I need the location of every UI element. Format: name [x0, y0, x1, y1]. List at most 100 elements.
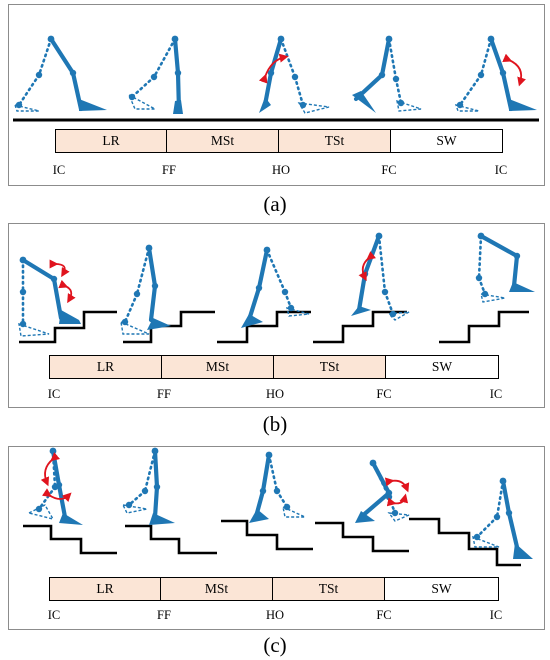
joint — [153, 483, 161, 491]
phase-segment: SW — [385, 577, 499, 601]
phase-segment: LR — [49, 355, 162, 379]
joint — [499, 477, 507, 485]
gait-event-label: FF — [162, 163, 176, 177]
joint — [19, 288, 27, 296]
joint — [19, 256, 27, 264]
joint — [255, 284, 263, 292]
foot — [59, 513, 83, 525]
foot — [509, 282, 535, 292]
contralateral-leg-segment — [152, 37, 177, 79]
phase-segment: SW — [391, 129, 503, 153]
phase-segment: TSt — [273, 577, 385, 601]
contralateral-foot — [121, 504, 148, 514]
contralateral-leg-segment — [458, 73, 483, 107]
contralateral-leg-segment — [394, 77, 403, 105]
joint — [151, 447, 159, 455]
joint — [392, 75, 400, 83]
leg-segment — [506, 510, 520, 550]
joint — [171, 35, 179, 43]
panel-caption: (c) — [263, 633, 287, 657]
foot — [355, 511, 375, 523]
gait-event-label: FF — [157, 387, 171, 401]
joint — [150, 73, 158, 81]
foot — [259, 97, 271, 113]
leg-segment — [254, 488, 266, 516]
contralateral-leg-segment — [267, 453, 279, 493]
stair-steps — [125, 524, 217, 555]
gait-event-label: IC — [494, 163, 508, 177]
stair-steps — [315, 521, 409, 553]
leg-figures — [18, 232, 535, 337]
joint — [69, 69, 77, 77]
leg-segment — [500, 478, 512, 516]
gait-event-label: IC — [47, 387, 61, 401]
joint — [369, 459, 377, 467]
joint — [477, 232, 485, 240]
stair-steps — [19, 310, 117, 344]
contralateral-foot — [286, 307, 310, 317]
rotation-arrow — [386, 493, 409, 507]
stairs — [23, 517, 521, 567]
contralateral-foot — [120, 320, 150, 335]
rotation-arrow — [40, 452, 61, 487]
contralateral-leg-segment — [475, 515, 499, 539]
leg-segment — [256, 247, 270, 291]
stair-steps — [409, 517, 521, 567]
joint — [375, 232, 383, 240]
contralateral-foot — [297, 102, 330, 114]
leg-segment — [146, 245, 158, 289]
joint — [263, 246, 271, 254]
contralateral-leg-segment — [383, 290, 395, 316]
foot — [513, 543, 533, 559]
stair-steps — [217, 310, 311, 344]
contralateral-leg-segment — [265, 248, 287, 294]
leg-segment — [379, 36, 392, 78]
joint — [259, 487, 267, 495]
contralateral-foot — [18, 322, 50, 337]
phase-segment: MSt — [161, 577, 273, 601]
panel-caption: (a) — [263, 192, 287, 216]
joint — [277, 35, 285, 43]
foot — [147, 318, 171, 330]
gait-event-label: IC — [489, 608, 503, 622]
joint — [47, 35, 55, 43]
gait-event-label: FC — [381, 163, 397, 177]
stair-steps — [313, 310, 407, 344]
joint — [265, 451, 273, 459]
leg-segment — [260, 452, 272, 494]
foot — [352, 91, 376, 113]
phase-segment: TSt — [279, 129, 391, 153]
leg-segment — [511, 253, 520, 289]
joint — [141, 487, 149, 495]
joint — [505, 509, 513, 517]
phase-segment: LR — [55, 129, 167, 153]
joint — [499, 69, 507, 77]
leg-segment — [20, 257, 57, 282]
leg-segment — [148, 283, 158, 323]
joint — [273, 487, 281, 495]
leg-segment — [246, 285, 262, 323]
gait-event-label: FF — [157, 608, 171, 622]
joint — [49, 447, 57, 455]
foot — [241, 314, 263, 328]
rotation-arrow — [58, 279, 76, 304]
contralateral-leg-segment — [387, 37, 398, 81]
foot — [351, 306, 371, 316]
contralateral-leg-segment — [135, 246, 151, 296]
leg-figures — [26, 447, 533, 559]
contralateral-leg-segment — [293, 75, 305, 107]
gait-event-label: IC — [489, 387, 503, 401]
panel-stair-ascent: LR MSt TSt SW IC FF HO FC IC — [8, 223, 545, 408]
contralateral-leg-segment — [130, 75, 156, 99]
gait-event-label: IC — [47, 608, 61, 622]
contralateral-leg-segment — [17, 73, 41, 107]
panel-caption: (b) — [262, 412, 288, 436]
foot — [79, 99, 107, 111]
foot — [249, 509, 269, 523]
leg-segment — [362, 233, 382, 277]
phase-segment: LR — [49, 577, 161, 601]
joint — [513, 252, 521, 260]
leg-segment — [48, 36, 76, 76]
gait-event-label: FC — [376, 608, 392, 622]
leg-segment — [370, 460, 392, 496]
